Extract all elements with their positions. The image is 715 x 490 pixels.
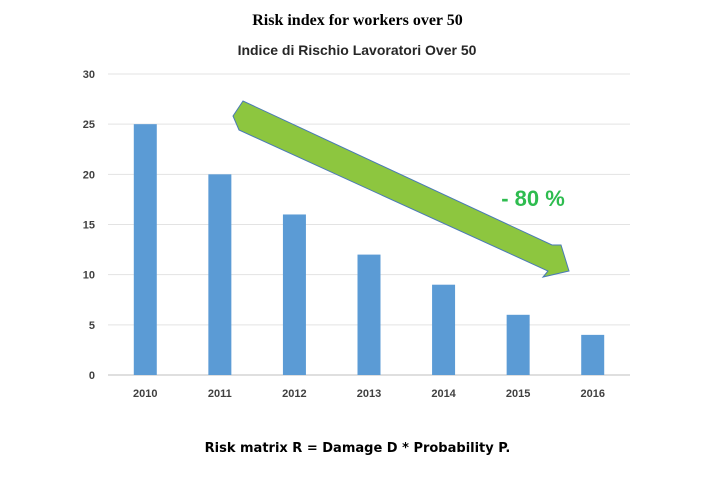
y-tick-label: 0 (89, 370, 95, 382)
y-tick-label: 30 (83, 69, 95, 81)
bar (357, 254, 381, 375)
x-tick-label: 2010 (133, 388, 157, 400)
x-tick-label: 2014 (431, 388, 456, 400)
y-tick-label: 15 (83, 220, 95, 232)
bar (581, 334, 605, 375)
bar-chart: Indice di Rischio Lavoratori Over 50 0 5 1… (83, 42, 630, 400)
bar (282, 214, 306, 375)
bar (208, 174, 232, 375)
x-tick-label: 2013 (357, 388, 381, 400)
bar (506, 314, 530, 375)
y-tick-label: 5 (89, 320, 95, 332)
x-tick-label: 2016 (580, 388, 604, 400)
x-tick-label: 2015 (506, 388, 530, 400)
trend-arrow (232, 100, 570, 278)
figure-title: Risk index for workers over 50 (252, 12, 463, 29)
chart-container: Indice di Rischio Lavoratori Over 50 0 5 1… (0, 36, 715, 421)
x-tick-label: 2011 (208, 388, 232, 400)
bar (432, 284, 456, 375)
annotation-label: - 80 % (501, 186, 565, 211)
x-tick-label: 2012 (282, 388, 306, 400)
y-tick-label: 10 (83, 270, 95, 282)
y-tick-label: 20 (83, 169, 95, 181)
figure-caption: Risk matrix R = Damage D * Probability P… (204, 441, 511, 456)
bar (133, 124, 157, 376)
chart-title: Indice di Rischio Lavoratori Over 50 (238, 42, 477, 58)
y-tick-label: 25 (83, 119, 95, 131)
